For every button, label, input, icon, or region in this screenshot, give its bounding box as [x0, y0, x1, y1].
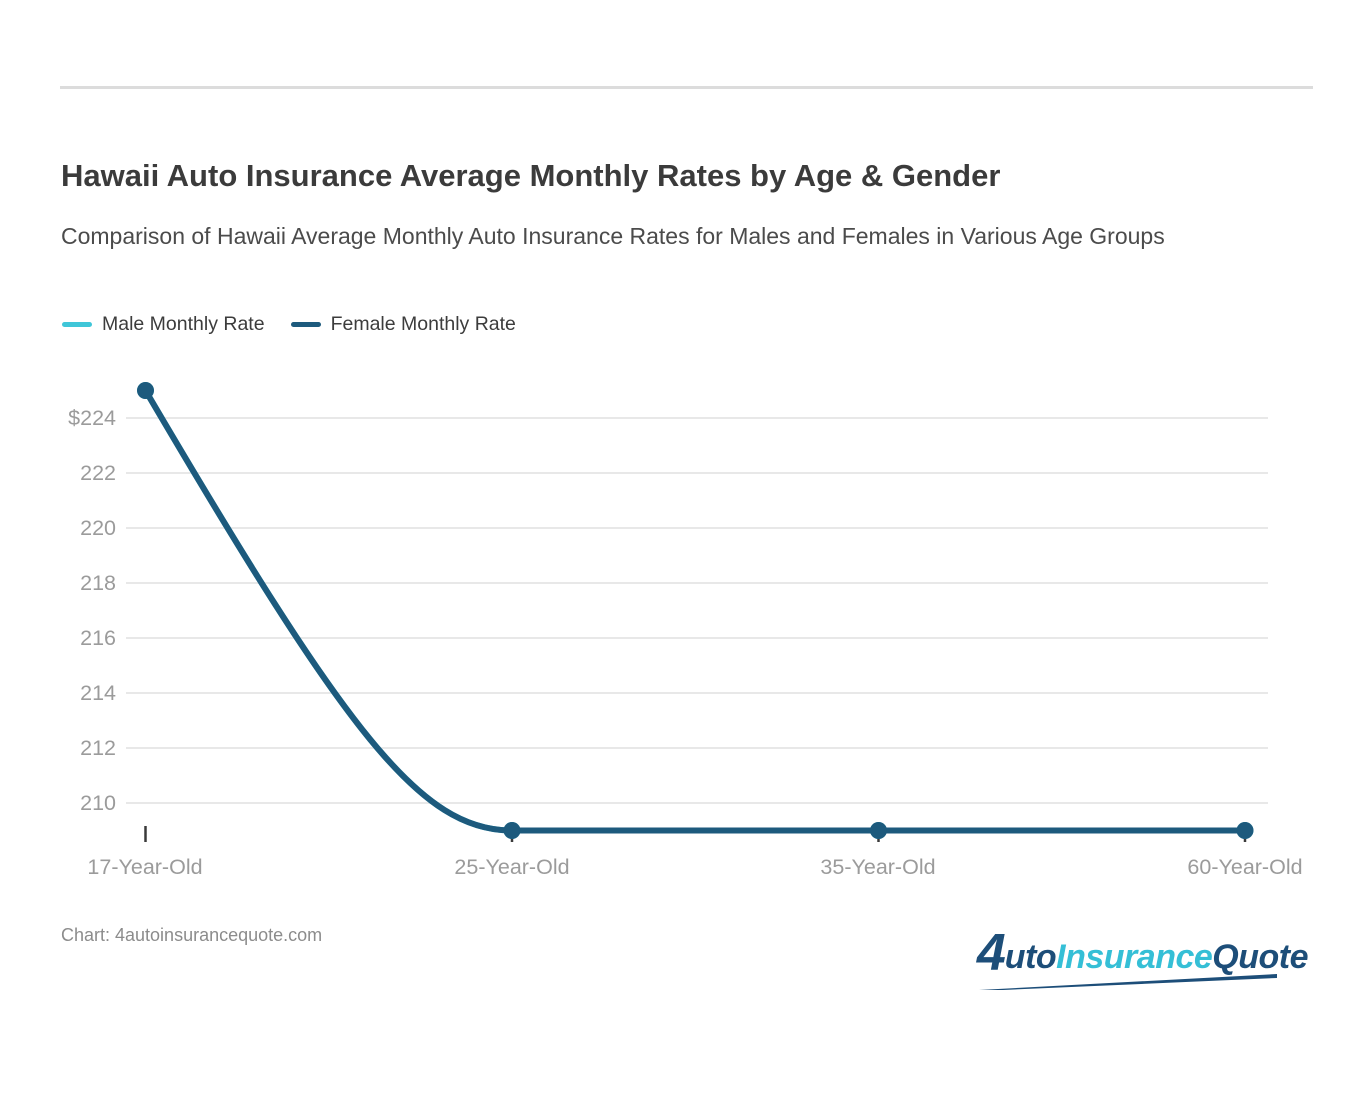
- logo-text-auto: uto: [1004, 938, 1057, 976]
- y-axis-tick-label: 222: [80, 461, 116, 485]
- y-axis-tick-label: 220: [80, 516, 116, 540]
- y-axis-tick-label: 214: [80, 681, 116, 705]
- legend-label-male: Male Monthly Rate: [102, 313, 265, 335]
- y-axis-tick-label: $224: [68, 406, 116, 430]
- logo-text-quote: Quote: [1212, 938, 1308, 976]
- legend: Male Monthly Rate Female Monthly Rate: [62, 313, 516, 336]
- female-line-swatch-icon: [290, 322, 321, 327]
- y-axis-tick-label: 212: [80, 736, 116, 760]
- chart-title: Hawaii Auto Insurance Average Monthly Ra…: [61, 158, 1001, 193]
- legend-item-male: Male Monthly Rate: [62, 313, 265, 336]
- y-axis-tick-label: 216: [80, 626, 116, 650]
- male-line-swatch-icon: [62, 322, 92, 327]
- logo-mark-4: 4: [976, 924, 1006, 982]
- brand-logo-wordmark: 4utoInsuranceQuote: [977, 927, 1309, 979]
- x-axis-tick-label: 35-Year-Old: [820, 855, 936, 879]
- y-axis-tick-label: 210: [80, 791, 116, 815]
- legend-item-female: Female Monthly Rate: [290, 313, 516, 336]
- x-axis-tick-label: 25-Year-Old: [454, 855, 570, 879]
- source-note: Chart: 4autoinsurancequote.com: [61, 925, 323, 945]
- brand-logo[interactable]: 4utoInsuranceQuote: [977, 927, 1309, 991]
- logo-swoosh-icon: [978, 974, 1277, 990]
- x-axis-tick-label: 60-Year-Old: [1187, 855, 1303, 879]
- legend-label-female: Female Monthly Rate: [330, 313, 516, 335]
- top-divider: [60, 86, 1313, 89]
- logo-text-insurance: Insurance: [1056, 938, 1213, 976]
- y-axis-tick-label: 218: [80, 571, 116, 595]
- x-axis-tick-label: 17-Year-Old: [87, 855, 203, 879]
- chart-subtitle: Comparison of Hawaii Average Monthly Aut…: [61, 223, 1165, 249]
